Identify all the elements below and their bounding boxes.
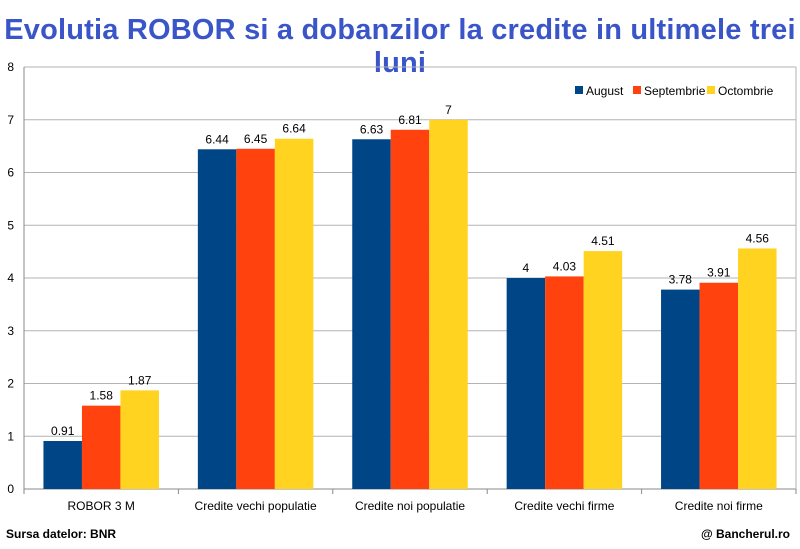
bar xyxy=(583,251,623,489)
y-tick-label: 2 xyxy=(7,377,14,391)
legend-swatch xyxy=(633,86,641,94)
data-label: 6.45 xyxy=(244,132,268,146)
legend-label: Octombrie xyxy=(718,84,774,98)
data-label: 6.63 xyxy=(360,122,384,136)
bar xyxy=(545,276,584,489)
legend-swatch xyxy=(575,86,583,94)
legend-label: Septembrie xyxy=(644,84,706,98)
bar xyxy=(352,139,391,489)
bar xyxy=(661,289,700,489)
y-tick-label: 8 xyxy=(7,60,14,74)
bar xyxy=(43,440,82,489)
y-tick-label: 5 xyxy=(7,218,14,232)
credit-note: @ Bancherul.ro xyxy=(700,527,790,541)
data-label: 1.87 xyxy=(128,373,152,387)
data-source-note: Sursa datelor: BNR xyxy=(6,527,117,541)
data-label: 3.91 xyxy=(707,266,731,280)
data-label: 3.78 xyxy=(669,273,693,287)
data-label: 0.91 xyxy=(51,424,75,438)
data-label: 6.81 xyxy=(398,113,422,127)
bar xyxy=(429,119,468,489)
data-label: 4 xyxy=(523,261,530,275)
data-label: 4.03 xyxy=(553,259,577,273)
data-label: 6.44 xyxy=(205,132,229,146)
legend-swatch xyxy=(707,86,715,94)
bar xyxy=(699,282,739,489)
bar xyxy=(506,278,546,489)
chart-title: Evolutia ROBOR si a dobanzilor la credit… xyxy=(4,14,796,79)
category-label: Credite noi firme xyxy=(675,499,763,513)
data-label: 4.51 xyxy=(591,234,615,248)
y-tick-label: 3 xyxy=(7,324,14,338)
bar xyxy=(236,148,275,489)
bar xyxy=(81,405,121,489)
y-tick-label: 0 xyxy=(7,482,14,496)
data-label: 4.56 xyxy=(746,231,770,245)
bar xyxy=(274,138,314,490)
y-tick-label: 1 xyxy=(7,429,14,443)
data-label: 6.64 xyxy=(282,122,306,136)
category-label: ROBOR 3 M xyxy=(68,499,135,513)
bar xyxy=(120,390,159,489)
category-label: Credite vechi firme xyxy=(514,499,614,513)
category-label: Credite vechi populatie xyxy=(195,499,317,513)
bar xyxy=(197,149,237,490)
y-tick-label: 4 xyxy=(7,271,14,285)
y-tick-label: 7 xyxy=(7,113,14,127)
bar xyxy=(390,129,430,489)
category-label: Credite noi populatie xyxy=(355,499,465,513)
bar xyxy=(738,248,777,489)
y-tick-label: 6 xyxy=(7,166,14,180)
data-label: 7 xyxy=(445,103,452,117)
data-label: 1.58 xyxy=(90,389,114,403)
legend-label: August xyxy=(586,84,624,98)
